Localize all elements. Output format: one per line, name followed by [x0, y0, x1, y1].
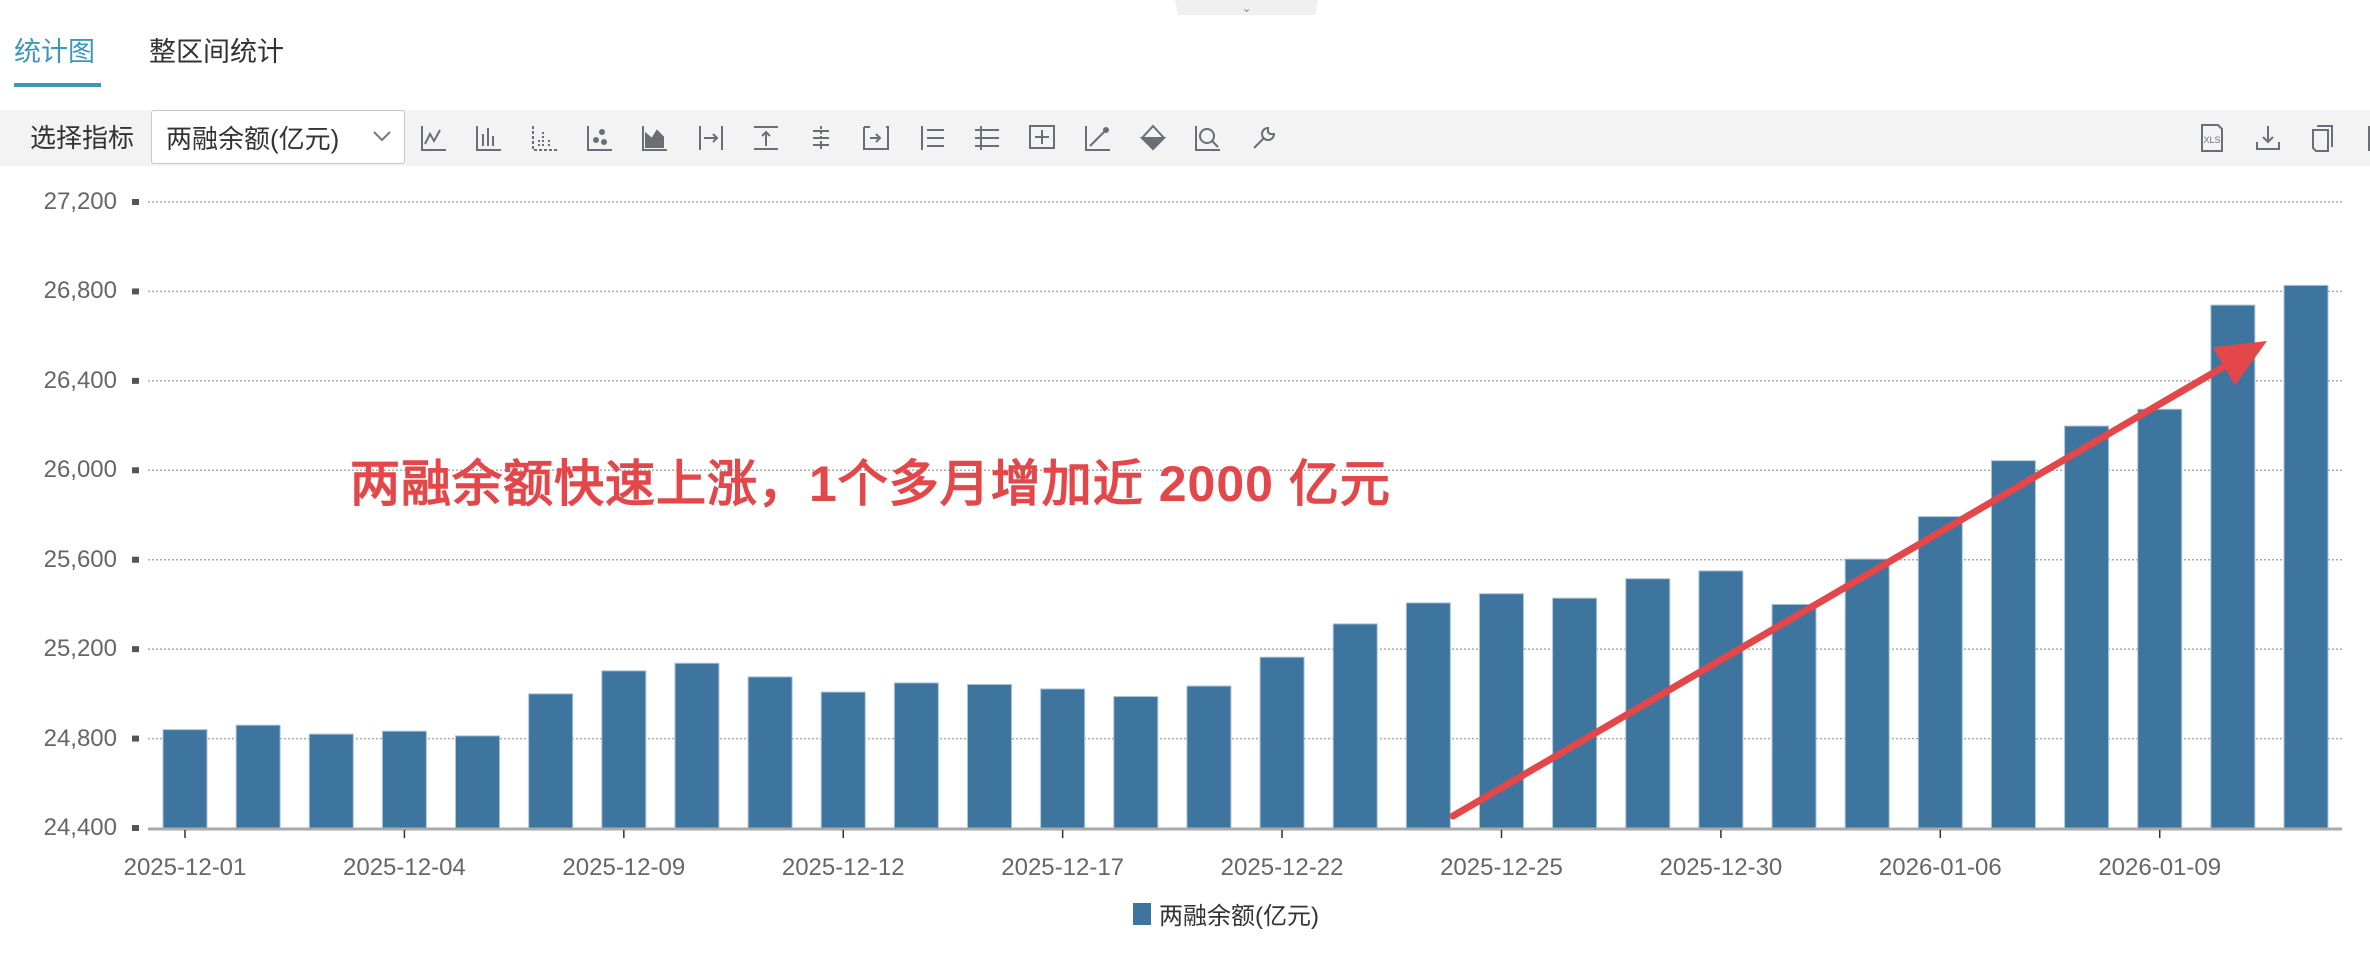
bar	[528, 693, 574, 829]
trend-line-icon[interactable]	[1082, 122, 1114, 154]
x-tick-label: 2025-12-01	[123, 854, 247, 881]
grouped-bar-icon[interactable]	[529, 122, 561, 154]
wrench-icon[interactable]	[1248, 122, 1280, 154]
y-tick-label: 25,600	[43, 545, 117, 573]
x-tick-label: 2025-12-25	[1440, 854, 1563, 881]
collapse-panel-button[interactable]: ⌄	[1175, 0, 1318, 15]
x-tick-label: 2025-12-04	[343, 854, 466, 881]
bar	[1405, 602, 1451, 829]
bar	[674, 662, 720, 829]
y-tick-label: 26,000	[43, 456, 117, 484]
bar	[455, 735, 501, 829]
copy-icon[interactable]	[2307, 122, 2339, 154]
x-tick-label: 2025-12-17	[1001, 854, 1125, 881]
x-tick-label: 2025-12-09	[562, 854, 686, 881]
bar	[893, 682, 939, 829]
y-tick-mark	[132, 556, 139, 563]
tab-chart[interactable]: 统计图	[14, 37, 95, 67]
horizontal-lines-icon[interactable]	[971, 122, 1003, 154]
list-icon[interactable]	[916, 122, 948, 154]
legend[interactable]: 两融余额(亿元)	[1133, 896, 1319, 931]
bar	[2064, 425, 2110, 829]
bar	[601, 670, 647, 829]
bar	[1113, 696, 1159, 829]
panel-icon[interactable]	[2363, 122, 2370, 154]
center-axis-icon[interactable]	[805, 122, 837, 154]
align-top-icon[interactable]	[750, 122, 782, 154]
add-frame-icon[interactable]	[1026, 122, 1058, 154]
x-tick-label: 2026-01-09	[2098, 854, 2222, 881]
bar	[1186, 685, 1232, 829]
tab-range-stats[interactable]: 整区间统计	[149, 37, 284, 67]
x-tick-label: 2025-12-12	[781, 854, 905, 881]
bar	[1332, 623, 1378, 829]
line-chart-icon[interactable]	[418, 122, 450, 154]
bar	[162, 729, 208, 829]
chevron-down-icon	[373, 131, 391, 142]
scatter-icon[interactable]	[584, 122, 616, 154]
bar	[308, 733, 354, 829]
bar-chart-icon[interactable]	[473, 122, 505, 154]
bar	[820, 691, 866, 829]
select-indicator-label: 选择指标	[30, 123, 135, 153]
y-tick-mark	[132, 377, 139, 384]
svg-text:XLS: XLS	[2203, 135, 2220, 145]
chart-annotation: 两融余额快速上涨，1个多月增加近 2000 亿元	[350, 456, 1391, 512]
y-tick-label: 26,800	[43, 277, 117, 305]
bar	[381, 730, 427, 829]
move-right-icon[interactable]	[860, 122, 892, 154]
y-tick-label: 25,200	[43, 635, 117, 663]
legend-swatch	[1133, 902, 1151, 925]
annotation-arrow-head	[2212, 341, 2267, 386]
chart-toolbar: 选择指标 两融余额(亿元) XLS	[0, 110, 2370, 166]
y-tick-mark	[132, 646, 139, 653]
annotation-arrow-line	[1449, 355, 2241, 820]
bar	[1698, 570, 1744, 829]
y-tick-mark	[132, 199, 139, 205]
y-tick-mark	[132, 825, 139, 831]
bar	[1552, 597, 1598, 829]
bar	[747, 676, 793, 829]
fill-color-icon[interactable]	[1137, 122, 1169, 154]
y-tick-label: 27,200	[43, 188, 117, 215]
indicator-select[interactable]: 两融余额(亿元)	[151, 110, 405, 164]
download-icon[interactable]	[2252, 122, 2284, 154]
y-tick-mark	[132, 735, 139, 742]
y-tick-label: 24,400	[43, 814, 117, 841]
x-tick-label: 2025-12-22	[1220, 854, 1344, 881]
area-chart-icon[interactable]	[639, 122, 671, 154]
bar	[2210, 304, 2256, 829]
bar	[1917, 516, 1963, 829]
bar	[1990, 460, 2036, 829]
chevron-double-down-icon: ⌄	[1241, 0, 1252, 15]
align-right-icon[interactable]	[695, 122, 727, 154]
bar	[2283, 284, 2329, 829]
legend-label: 两融余额(亿元)	[1159, 903, 1319, 930]
bar	[235, 724, 281, 829]
bar	[967, 683, 1013, 829]
y-tick-label: 24,800	[43, 724, 117, 752]
active-tab-indicator	[14, 83, 101, 87]
bar	[1040, 688, 1086, 829]
x-tick-label: 2026-01-06	[1878, 854, 2002, 881]
x-tick-label: 2025-12-30	[1659, 854, 1783, 881]
bar	[2137, 408, 2183, 829]
bar	[1771, 603, 1817, 829]
bar	[1844, 558, 1890, 829]
indicator-select-value: 两融余额(亿元)	[166, 124, 340, 154]
y-tick-label: 26,400	[43, 366, 117, 394]
bar	[1259, 656, 1305, 829]
xls-export-icon[interactable]: XLS	[2196, 122, 2228, 154]
y-tick-mark	[132, 467, 139, 474]
y-tick-mark	[132, 288, 139, 295]
zoom-search-icon[interactable]	[1192, 122, 1224, 154]
